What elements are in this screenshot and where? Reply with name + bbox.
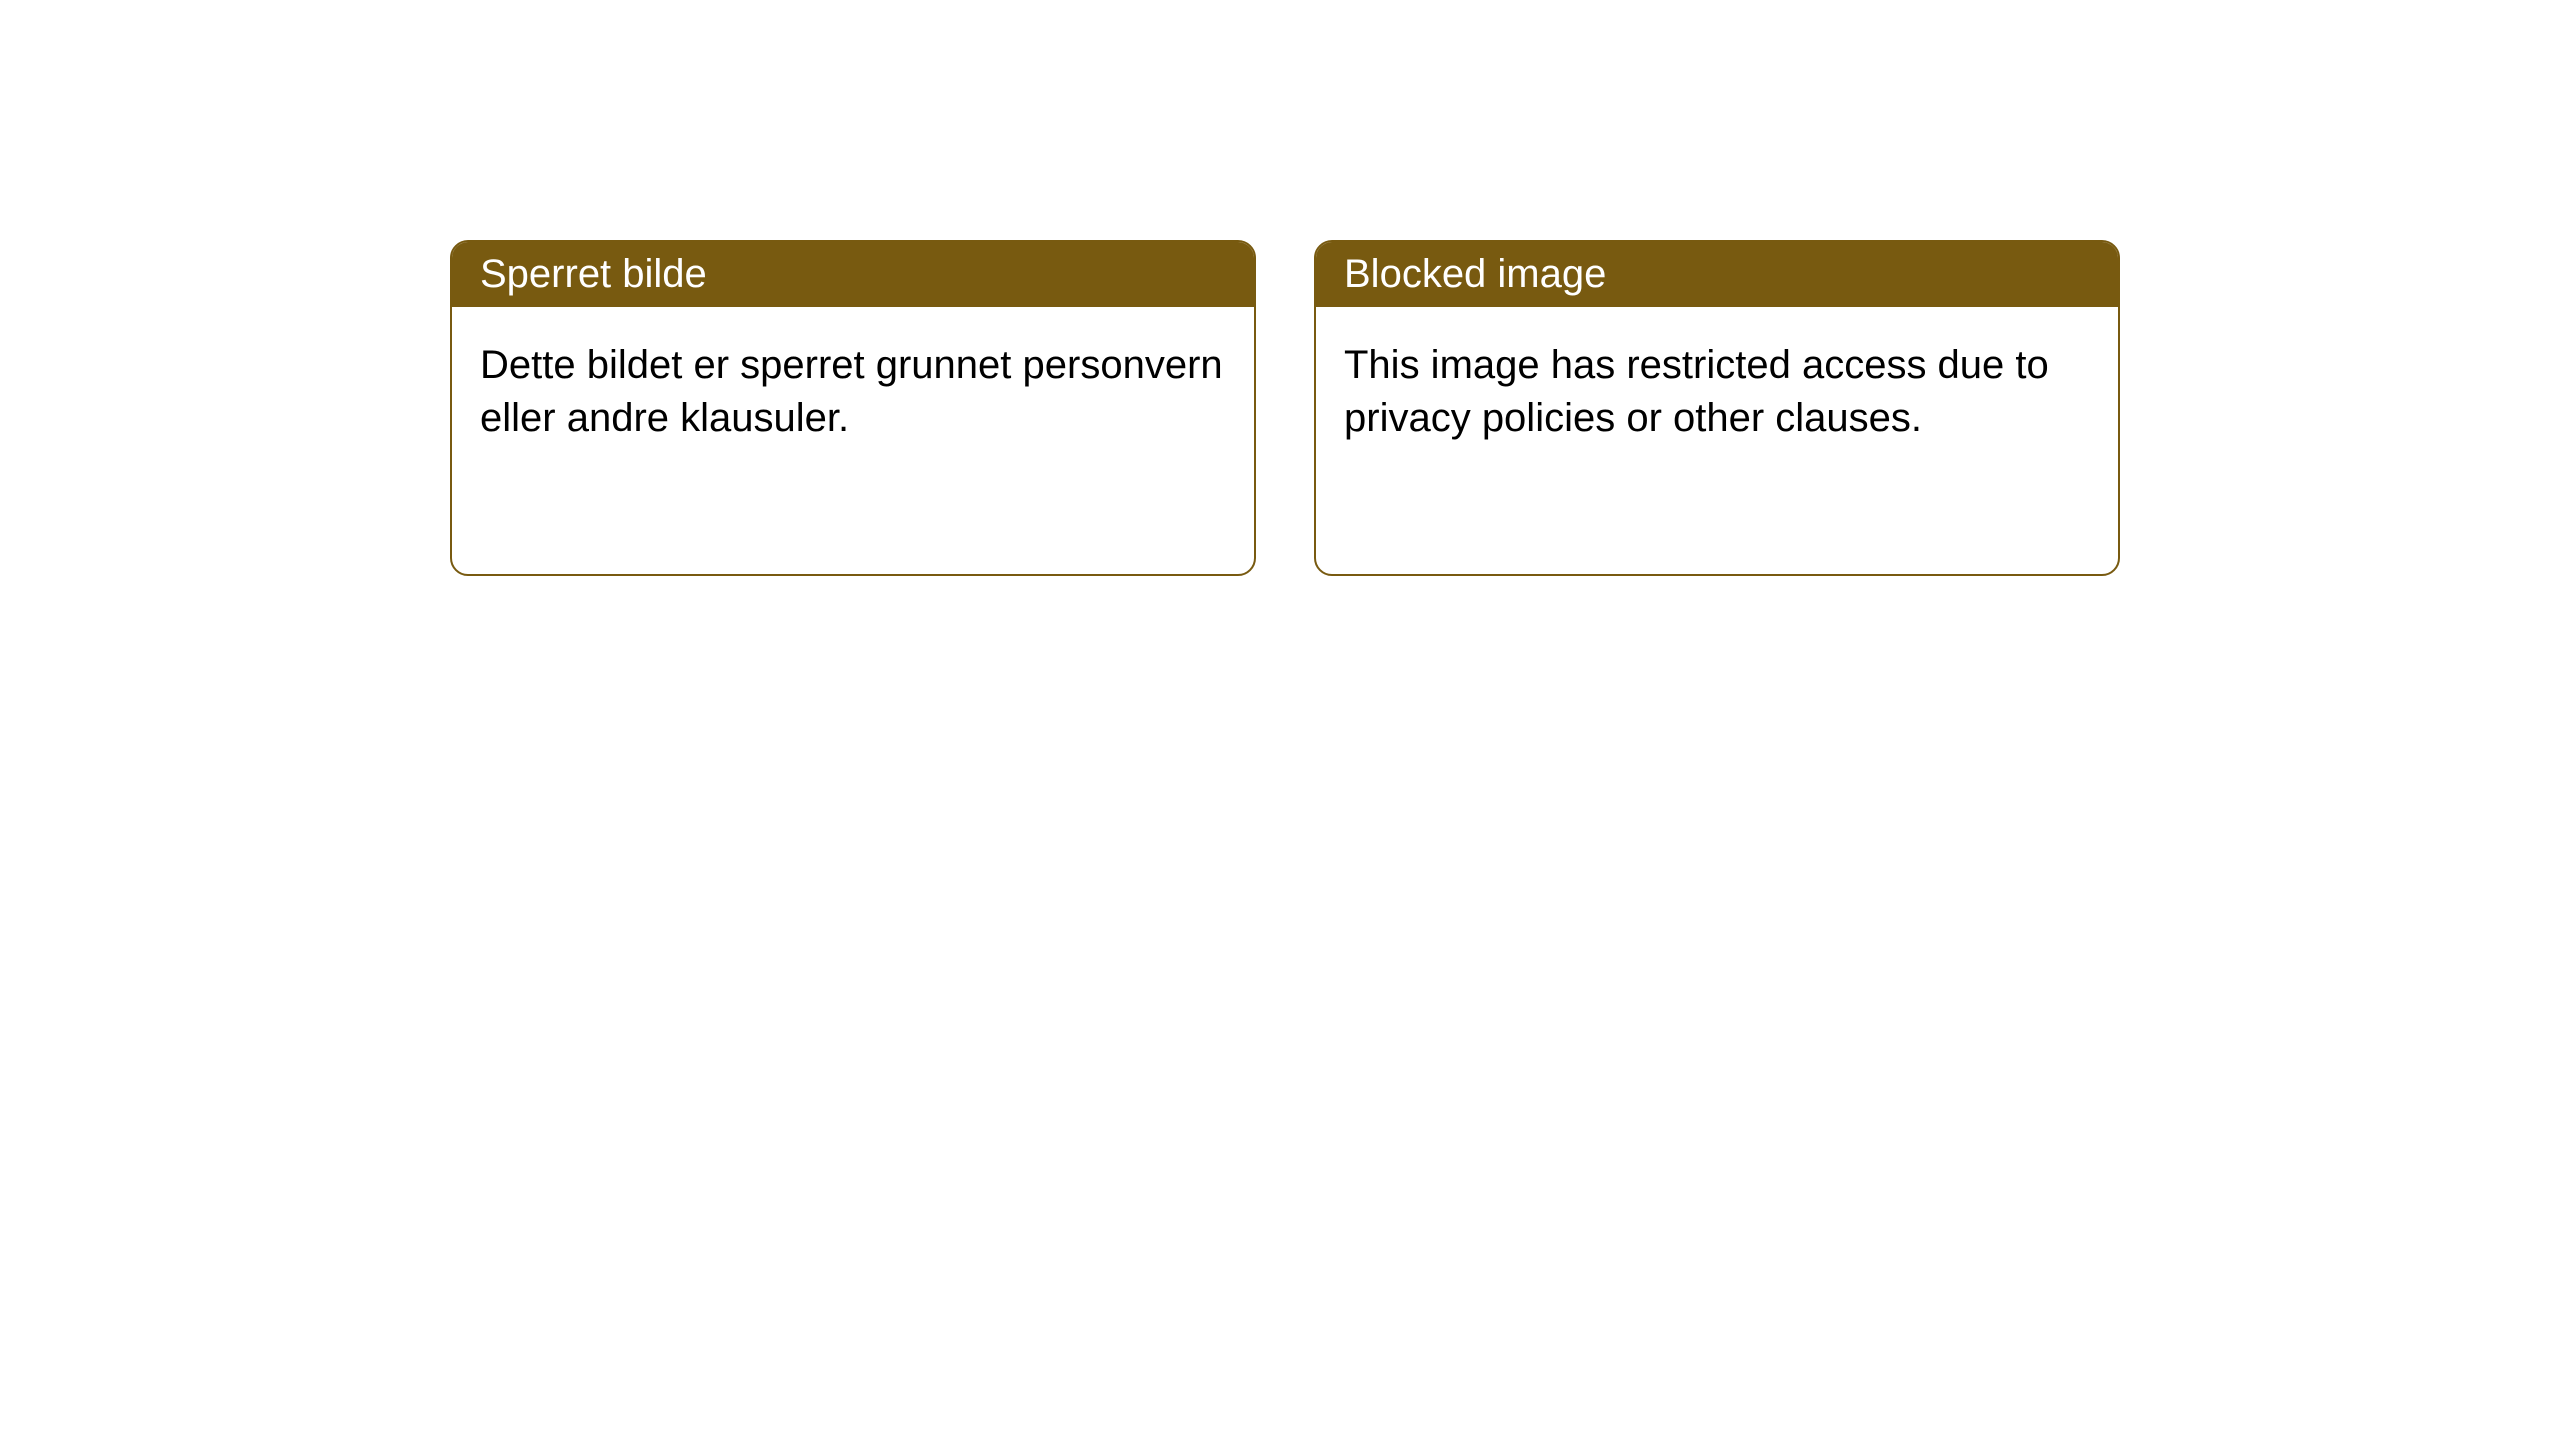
card-body: This image has restricted access due to …	[1316, 307, 2118, 477]
notice-card-norwegian: Sperret bilde Dette bildet er sperret gr…	[450, 240, 1256, 576]
card-header: Blocked image	[1316, 242, 2118, 307]
card-header: Sperret bilde	[452, 242, 1254, 307]
card-body: Dette bildet er sperret grunnet personve…	[452, 307, 1254, 477]
notice-card-english: Blocked image This image has restricted …	[1314, 240, 2120, 576]
notice-container: Sperret bilde Dette bildet er sperret gr…	[0, 0, 2560, 576]
